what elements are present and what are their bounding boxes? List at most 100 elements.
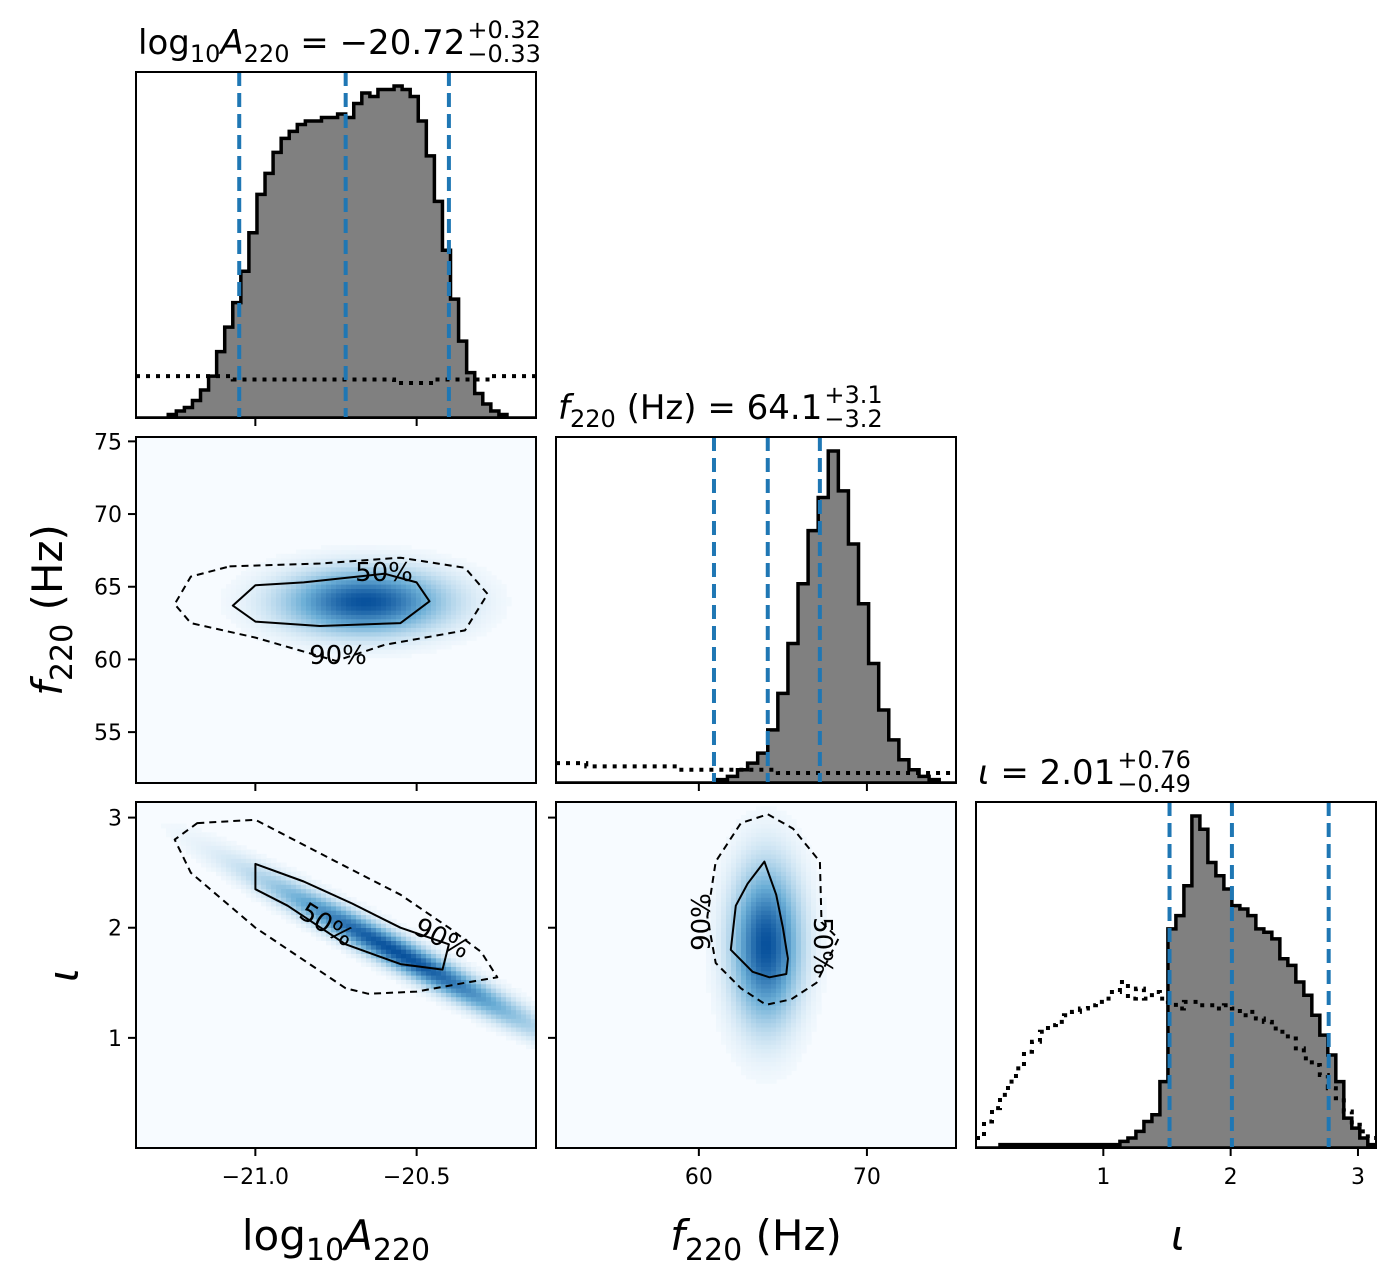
density-cell [336,931,342,937]
density-cell [416,622,422,628]
density-cell [486,992,492,998]
density-cell [716,931,722,937]
posterior-histogram-logA [136,84,536,418]
density-cell [346,610,352,615]
density-cell [726,979,732,985]
density-cell [731,853,737,859]
density-cell [336,905,342,911]
density-cell [781,1000,787,1006]
density-cell [816,879,822,885]
density-cell [721,975,727,980]
density-cell [291,640,297,646]
density-cell [356,566,362,572]
density-cell [331,614,337,620]
density-cell [306,601,312,607]
density-cell [361,940,367,946]
density-cell [476,966,482,972]
density-cell [446,605,452,611]
density-cell [716,910,722,916]
density-cell [731,953,737,959]
density-cell [471,962,477,967]
density-cell [726,866,732,872]
density-cell [331,918,337,924]
density-cell [381,579,387,585]
density-cell [461,987,467,993]
density-cell [341,627,347,633]
density-cell [201,840,207,846]
density-cell [441,979,447,985]
density-cell [461,1005,467,1011]
density-cell [241,571,247,576]
density-cell [296,627,302,633]
density-cell [741,1000,747,1006]
density-cell [326,597,332,602]
density-cell [336,592,342,598]
density-cell [326,610,332,615]
density-cell [781,884,787,890]
density-cell [431,566,437,572]
density-cell [236,879,242,885]
density-cell [776,927,782,933]
density-cell [751,953,757,959]
density-cell [446,953,452,959]
density-cell [356,635,362,641]
density-cell [376,944,382,950]
density-cell [476,588,482,594]
density-cell [421,962,427,967]
density-cell [506,1031,512,1037]
density-cell [786,875,792,881]
density-cell [296,875,302,881]
density-cell [426,588,432,594]
density-cell [801,923,807,929]
density-cell [516,987,522,993]
density-cell [321,892,327,898]
density-cell [401,648,407,654]
density-cell [296,549,302,555]
density-cell [186,827,192,833]
density-cell [761,927,767,933]
density-cell [741,884,747,890]
density-cell [381,653,387,659]
density-cell [426,987,432,993]
density-cell [226,875,232,881]
density-cell [511,1026,517,1032]
density-cell [721,1026,727,1032]
density-cell [371,648,377,654]
density-cell [796,949,802,954]
density-cell [751,1039,757,1045]
density-cell [326,892,332,898]
density-cell [351,610,357,615]
density-cell [801,849,807,855]
density-cell [436,584,442,589]
density-cell [431,983,437,989]
density-cell [291,644,297,650]
density-cell [416,618,422,624]
x-tick-label-logA: −20.5 [383,1165,450,1190]
density-cell [161,823,167,829]
density-cell [386,949,392,954]
density-cell [751,871,757,877]
density-cell [756,914,762,920]
density-cell [401,605,407,611]
density-cell [361,648,367,654]
density-cell [396,944,402,950]
density-cell [796,914,802,920]
density-cell [766,949,772,954]
density-cell [236,858,242,864]
density-cell [351,571,357,576]
density-cell [781,914,787,920]
density-cell [741,936,747,941]
density-cell [771,957,777,963]
density-cell [386,597,392,602]
density-cell [776,1061,782,1067]
density-cell [771,983,777,989]
density-cell [261,631,267,637]
density-cell [351,914,357,920]
density-cell [816,970,822,976]
density-cell [486,1018,492,1024]
density-cell [821,944,827,950]
density-cell [731,1022,737,1028]
density-cell [766,806,772,812]
density-cell [736,996,742,1002]
density-cell [771,832,777,838]
